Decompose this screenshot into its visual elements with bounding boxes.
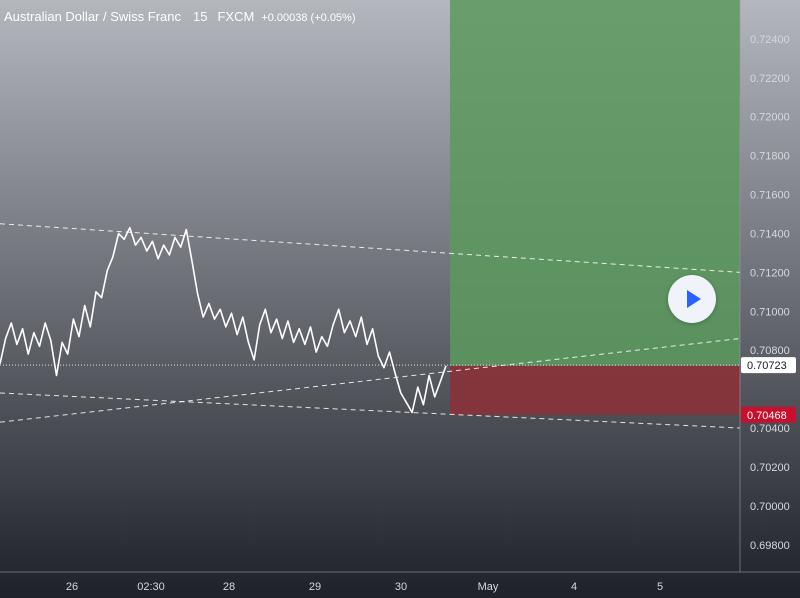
trendline-3[interactable] [0,392,741,429]
y-tick-label: 0.71800 [750,151,790,163]
play-icon [687,290,701,308]
price-change: +0.00038 (+0.05%) [261,12,356,24]
trendline-1[interactable] [0,223,741,273]
stop-price-label: 0.70468 [747,410,787,422]
last-price-label: 0.70723 [747,360,787,372]
x-tick-label: 5 [657,581,663,593]
y-tick-label: 0.72000 [750,112,790,124]
x-tick-label: 4 [571,581,577,593]
y-tick-label: 0.71600 [750,190,790,202]
price-axis[interactable]: 0.72400 0.72200 0.72000 0.71800 0.71600 0.714… [750,34,790,552]
x-tick-label: 30 [395,581,407,593]
x-tick-label: May [478,581,499,593]
last-price-badge [741,357,796,374]
x-tick-label: 26 [66,581,78,593]
y-tick-label: 0.72400 [750,34,790,46]
x-tick-label: 29 [309,581,321,593]
stop-zone[interactable] [450,365,740,415]
y-tick-label: 0.70000 [750,501,790,513]
source-label: FXCM [217,9,255,24]
x-tick-label: 28 [223,581,235,593]
time-axis[interactable]: 26 02:30 28 29 30 May 4 5 [66,581,663,593]
x-tick-label: 02:30 [137,581,165,593]
y-tick-label: 0.71200 [750,267,790,279]
y-tick-label: 0.70400 [750,423,790,435]
trendline-2[interactable] [0,338,741,423]
y-tick-label: 0.71000 [750,306,790,318]
y-tick-label: 0.70800 [750,345,790,357]
symbol-title[interactable]: Australian Dollar / Swiss Franc [4,9,181,24]
stop-price-badge [741,406,796,423]
y-tick-label: 0.70200 [750,462,790,474]
y-tick-label: 0.69800 [750,540,790,552]
chart-header: Australian Dollar / Swiss Franc 15 FXCM … [0,9,356,29]
play-button[interactable] [668,275,716,323]
interval-label[interactable]: 15 [193,9,208,24]
y-tick-label: 0.71400 [750,228,790,240]
price-line[interactable] [0,226,447,414]
y-tick-label: 0.72200 [750,73,790,85]
